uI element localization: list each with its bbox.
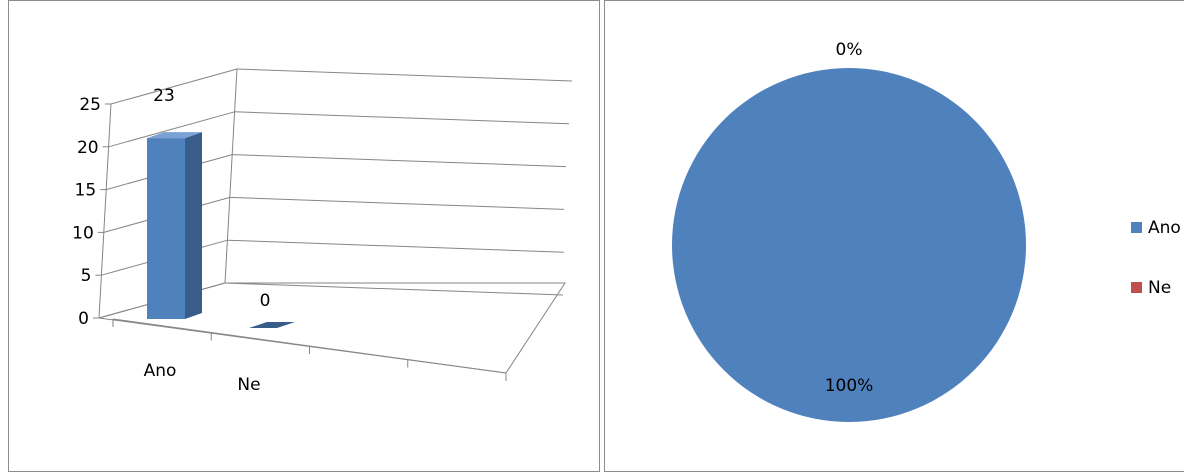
pie-chart-slices — [672, 68, 1026, 422]
bar-gridline-side — [110, 68, 238, 105]
bar-flat-face — [249, 322, 295, 328]
bar-data-label: 23 — [153, 86, 175, 106]
bar-chart-bars: 23 0 — [147, 86, 295, 328]
pie-legend-label: Ne — [1148, 278, 1171, 298]
bar-y-tick-label: 20 — [77, 138, 99, 158]
pie-chart: 100% 0% Ano Ne — [672, 40, 1181, 422]
bar-gridline-back — [227, 239, 565, 253]
bar-chart: 0 5 10 15 20 25 23 0 Ano Ne — [72, 68, 573, 395]
bar-category-label: Ne — [237, 375, 260, 395]
bar-y-axis-line — [98, 103, 112, 319]
bar-front-face — [147, 138, 185, 319]
bar-gridline-back — [224, 282, 564, 296]
bar-chart-x-axis: Ano Ne — [112, 318, 507, 395]
bar-data-label: 0 — [260, 291, 271, 311]
bar-y-tick-label: 10 — [72, 223, 94, 243]
pie-chart-legend: Ano Ne — [1131, 218, 1181, 298]
pie-data-label: 100% — [825, 376, 874, 396]
bar-y-tick-label: 5 — [81, 266, 92, 286]
bar-y-tick-label: 15 — [75, 181, 97, 201]
pie-data-label: 0% — [836, 40, 863, 60]
bar-back-axis-line — [224, 68, 238, 284]
bar-y-tick-label: 0 — [78, 309, 89, 329]
bar-chart-panel: 0 5 10 15 20 25 23 0 Ano Ne — [8, 0, 600, 472]
pie-legend-swatch — [1131, 282, 1142, 293]
pie-legend-swatch — [1131, 222, 1142, 233]
pie-legend-label: Ano — [1148, 218, 1181, 238]
bar-gridline-back — [229, 196, 565, 210]
bar-y-tick-label: 25 — [79, 95, 101, 115]
bar-side-face — [185, 132, 202, 319]
pie-chart-panel: 100% 0% Ano Ne — [604, 0, 1184, 472]
pie-slice-ano — [672, 68, 1026, 422]
bar-gridline-back — [236, 68, 573, 82]
pie-chart-labels: 100% 0% — [825, 40, 874, 396]
bar-ne — [249, 322, 295, 328]
bar-top-face — [147, 132, 202, 139]
bar-gridline-side — [108, 111, 235, 148]
bar-gridline-back — [232, 154, 567, 168]
bar-category-label: Ano — [144, 361, 177, 381]
bar-gridline-back — [234, 111, 570, 125]
bar-ano — [147, 132, 202, 319]
bar-chart-y-axis: 0 5 10 15 20 25 — [72, 95, 111, 329]
